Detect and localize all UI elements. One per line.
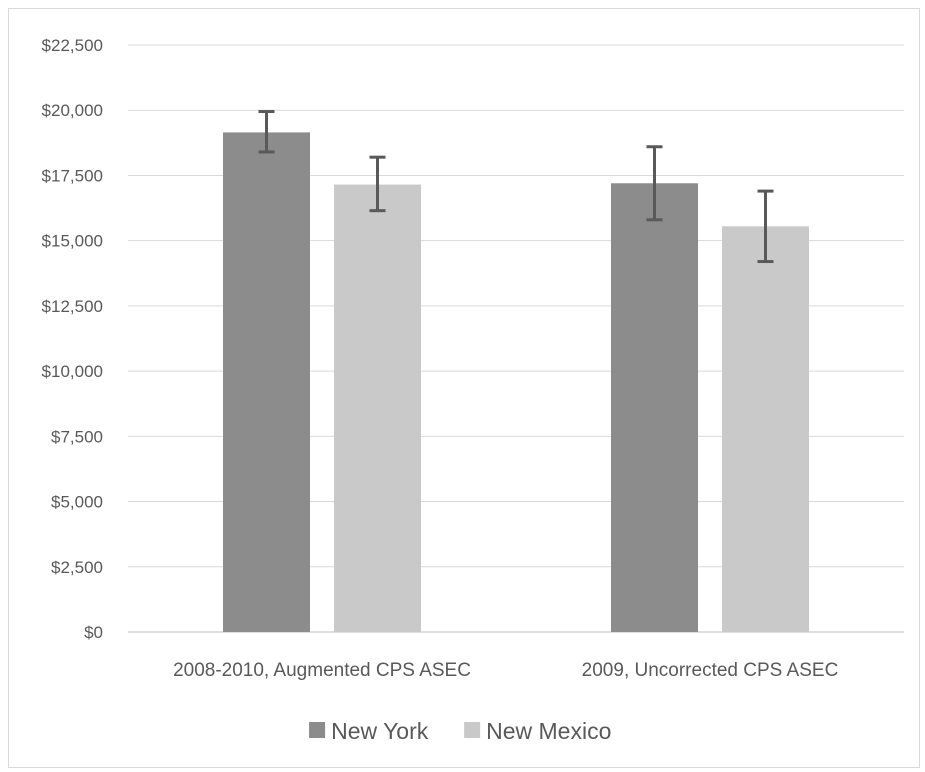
bar-new-mexico (722, 226, 809, 632)
legend-swatch (309, 722, 326, 738)
legend: New York New Mexico (309, 718, 611, 744)
y-tick-label: $12,500 (42, 297, 103, 316)
y-tick-label: $5,000 (51, 493, 103, 512)
bar-new-mexico (334, 184, 421, 632)
y-tick-label: $17,500 (42, 166, 103, 185)
legend-label: New Mexico (486, 718, 611, 744)
legend-swatch (464, 722, 481, 738)
y-tick-label: $22,500 (42, 36, 103, 55)
y-tick-label: $2,500 (51, 558, 103, 577)
x-category-label: 2008-2010, Augmented CPS ASEC (173, 660, 471, 681)
y-tick-label: $0 (84, 623, 103, 642)
y-axis-tick-labels: $0 $2,500 $5,000 $7,500 $10,000 $12,500 $15,00… (42, 36, 103, 642)
bar-new-york (223, 132, 310, 633)
error-bars (258, 110, 774, 264)
x-axis-category-labels: 2008-2010, Augmented CPS ASEC 2009, Uncor… (173, 660, 838, 681)
legend-label: New York (331, 718, 429, 744)
y-tick-label: $15,000 (42, 232, 103, 251)
bars (223, 132, 809, 633)
y-tick-label: $7,500 (51, 427, 103, 446)
y-tick-label: $20,000 (42, 101, 103, 120)
y-tick-label: $10,000 (42, 362, 103, 381)
bar-new-york (611, 183, 698, 632)
x-category-label: 2009, Uncorrected CPS ASEC (582, 660, 839, 681)
